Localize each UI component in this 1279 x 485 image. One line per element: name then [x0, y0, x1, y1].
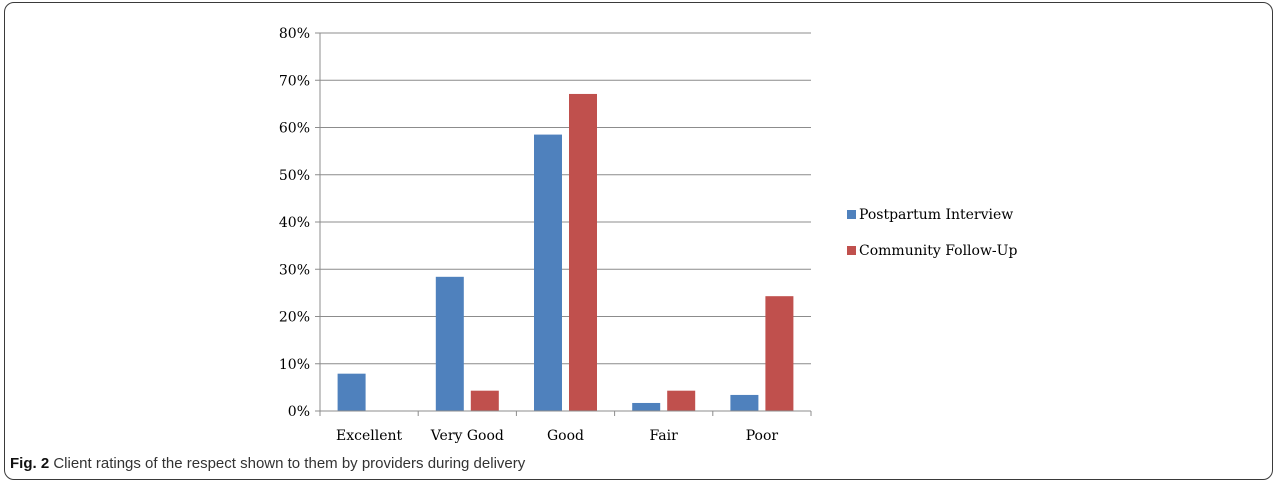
figure-frame [4, 2, 1273, 480]
legend-label-1: Community Follow-Up [859, 243, 1017, 259]
bar-fair-1 [667, 390, 696, 411]
x-tick-label-4: Poor [746, 428, 779, 444]
x-tick-label-0: Excellent [336, 428, 402, 444]
x-tick-label-1: Very Good [430, 428, 504, 444]
y-tick-label-2: 20% [279, 310, 310, 326]
y-tick-labels: 0% 10% 20% 30% 40% 50% 60% 70% 80% [279, 26, 310, 420]
bar-good-0 [534, 134, 562, 411]
bar-good-1 [569, 93, 597, 411]
bars [337, 93, 794, 411]
bar-excellent-0 [337, 373, 366, 411]
bar-chart: 0% 10% 20% 30% 40% 50% 60% 70% 80% Excellent Very… [279, 26, 1018, 444]
x-tick-label-2: Good [547, 428, 584, 444]
y-tick-label-4: 40% [279, 215, 310, 231]
gridlines [320, 32, 811, 365]
x-tick-labels: Excellent Very Good Good Fair Poor [336, 428, 778, 444]
y-tick-label-5: 50% [279, 168, 310, 184]
y-tick-label-6: 60% [279, 121, 310, 137]
y-tick-label-1: 10% [279, 357, 310, 373]
y-tick-label-8: 80% [279, 26, 310, 42]
y-tick-label-3: 30% [279, 262, 310, 278]
bar-poor-0 [730, 394, 759, 411]
x-tick-label-3: Fair [650, 428, 679, 444]
bar-fair-0 [632, 402, 661, 411]
legend-label-0: Postpartum Interview [859, 207, 1013, 223]
legend-swatch-1 [847, 246, 856, 255]
y-tick-label-7: 70% [279, 73, 310, 89]
bar-poor-1 [765, 296, 794, 411]
legend: Postpartum Interview Community Follow-Up [847, 207, 1017, 259]
figure-label: Fig. 2 [10, 455, 50, 472]
y-tick-label-0: 0% [288, 404, 310, 420]
axes [315, 32, 812, 416]
bar-very-good-1 [470, 390, 499, 411]
bar-very-good-0 [435, 276, 464, 411]
caption-text: Client ratings of the respect shown to t… [49, 455, 526, 472]
legend-swatch-0 [847, 210, 856, 219]
figure-caption: Fig. 2 Client ratings of the respect sho… [10, 455, 525, 472]
